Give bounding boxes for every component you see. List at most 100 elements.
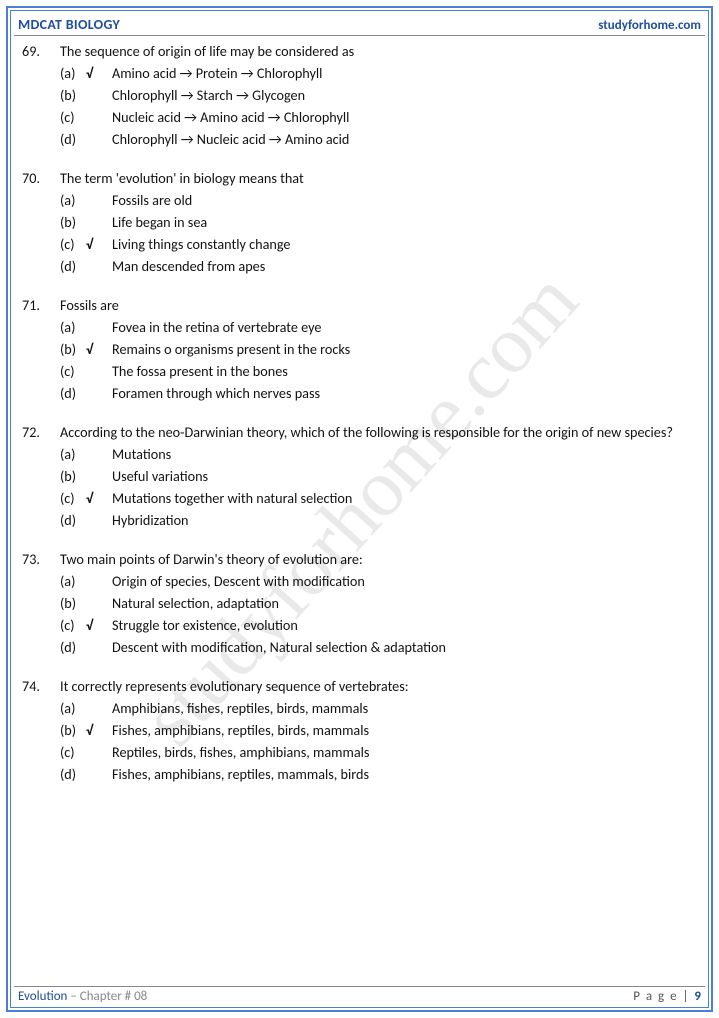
option-text: Mutations xyxy=(112,443,697,465)
header-title: MDCAT BIOLOGY xyxy=(18,16,120,33)
question-text: Fossils are xyxy=(60,294,697,316)
question-header-row: 70.The term 'evolution' in biology means… xyxy=(22,167,697,189)
option-label: (c) xyxy=(60,106,112,128)
option-letter: (c) xyxy=(60,360,86,382)
option-letter: (d) xyxy=(60,509,86,531)
option-letter: (d) xyxy=(60,636,86,658)
option-label: (d) xyxy=(60,255,112,277)
option-text: Hybridization xyxy=(112,509,697,531)
option-row: (b) Natural selection, adaptation xyxy=(22,592,697,614)
option-text: Origin of species, Descent with modifica… xyxy=(112,570,697,592)
option-label: (b) xyxy=(60,465,112,487)
option-text: Nucleic acid → Amino acid → Chlorophyll xyxy=(112,106,697,128)
question-number: 69. xyxy=(22,40,60,62)
option-text: Natural selection, adaptation xyxy=(112,592,697,614)
footer-chapter: Evolution – Chapter # 08 xyxy=(18,989,147,1004)
option-letter: (a) xyxy=(60,570,86,592)
option-letter: (d) xyxy=(60,763,86,785)
correct-check-icon xyxy=(86,382,104,404)
option-row: (c)√Mutations together with natural sele… xyxy=(22,487,697,509)
option-row: (c)Reptiles, birds, fishes, amphibians, … xyxy=(22,741,697,763)
option-row: (a)Mutations xyxy=(22,443,697,465)
option-row: (d)Descent with modification, Natural se… xyxy=(22,636,697,658)
option-row: (b) Life began in sea xyxy=(22,211,697,233)
option-text: The fossa present in the bones xyxy=(112,360,697,382)
question-text: The term 'evolution' in biology means th… xyxy=(60,167,697,189)
option-letter: (c) xyxy=(60,233,86,255)
option-label: (c)√ xyxy=(60,233,112,255)
footer-page: P a g e | 9 xyxy=(633,989,701,1004)
option-label: (c)√ xyxy=(60,614,112,636)
header-site: studyforhome.com xyxy=(598,18,701,33)
correct-check-icon xyxy=(86,570,104,592)
questions-container: 69.The sequence of origin of life may be… xyxy=(22,40,697,978)
footer-page-number: 9 xyxy=(694,989,701,1004)
option-text: Living things constantly change xyxy=(112,233,697,255)
option-label: (a) xyxy=(60,570,112,592)
option-label: (b) xyxy=(60,592,112,614)
option-text: Life began in sea xyxy=(112,211,697,233)
option-label: (b) xyxy=(60,211,112,233)
question-number: 72. xyxy=(22,421,60,443)
question: 69.The sequence of origin of life may be… xyxy=(22,40,697,150)
footer-chapter-name: Evolution xyxy=(18,989,67,1004)
option-letter: (d) xyxy=(60,128,86,150)
option-letter: (b) xyxy=(60,719,86,741)
question-number: 74. xyxy=(22,675,60,697)
option-row: (a) Fossils are old xyxy=(22,189,697,211)
correct-check-icon xyxy=(86,636,104,658)
question-number: 73. xyxy=(22,548,60,570)
option-label: (a) xyxy=(60,189,112,211)
option-letter: (a) xyxy=(60,62,86,84)
option-row: (c)√Living things constantly change xyxy=(22,233,697,255)
question-header-row: 72.According to the neo-Darwinian theory… xyxy=(22,421,697,443)
option-text: Mutations together with natural selectio… xyxy=(112,487,697,509)
question-text: The sequence of origin of life may be co… xyxy=(60,40,697,62)
option-label: (c) xyxy=(60,741,112,763)
question-number: 71. xyxy=(22,294,60,316)
option-row: (c)√Struggle tor existence, evolution xyxy=(22,614,697,636)
option-letter: (b) xyxy=(60,211,86,233)
question-header-row: 73.Two main points of Darwin's theory of… xyxy=(22,548,697,570)
option-row: (a) Origin of species, Descent with modif… xyxy=(22,570,697,592)
option-text: Chlorophyll → Starch → Glycogen xyxy=(112,84,697,106)
option-text: Struggle tor existence, evolution xyxy=(112,614,697,636)
option-row: (d)Fishes, amphibians, reptiles, mammals… xyxy=(22,763,697,785)
option-letter: (b) xyxy=(60,592,86,614)
question: 73.Two main points of Darwin's theory of… xyxy=(22,548,697,658)
page-header: MDCAT BIOLOGY studyforhome.com xyxy=(14,14,705,36)
option-letter: (d) xyxy=(60,255,86,277)
option-text: Fossils are old xyxy=(112,189,697,211)
option-label: (a) xyxy=(60,443,112,465)
option-label: (d) xyxy=(60,128,112,150)
option-letter: (a) xyxy=(60,316,86,338)
option-row: (c) The fossa present in the bones xyxy=(22,360,697,382)
option-letter: (c) xyxy=(60,487,86,509)
option-label: (b)√ xyxy=(60,338,112,360)
option-label: (b)√ xyxy=(60,719,112,741)
option-row: (d) Chlorophyll → Nucleic acid → Amino ac… xyxy=(22,128,697,150)
correct-check-icon: √ xyxy=(86,62,104,84)
option-label: (a)√ xyxy=(60,62,112,84)
option-letter: (b) xyxy=(60,84,86,106)
option-letter: (a) xyxy=(60,189,86,211)
option-label: (a) xyxy=(60,697,112,719)
question-text: According to the neo-Darwinian theory, w… xyxy=(60,421,697,443)
option-label: (c) xyxy=(60,360,112,382)
option-letter: (b) xyxy=(60,338,86,360)
option-letter: (b) xyxy=(60,465,86,487)
option-row: (b) Chlorophyll → Starch → Glycogen xyxy=(22,84,697,106)
option-letter: (c) xyxy=(60,106,86,128)
option-text: Remains o organisms present in the rocks xyxy=(112,338,697,360)
correct-check-icon xyxy=(86,465,104,487)
option-label: (b) xyxy=(60,84,112,106)
correct-check-icon xyxy=(86,509,104,531)
correct-check-icon xyxy=(86,128,104,150)
question: 72.According to the neo-Darwinian theory… xyxy=(22,421,697,531)
option-text: Chlorophyll → Nucleic acid → Amino acid xyxy=(112,128,697,150)
correct-check-icon xyxy=(86,211,104,233)
option-text: Man descended from apes xyxy=(112,255,697,277)
option-label: (a) xyxy=(60,316,112,338)
option-letter: (c) xyxy=(60,614,86,636)
option-label: (d) xyxy=(60,763,112,785)
